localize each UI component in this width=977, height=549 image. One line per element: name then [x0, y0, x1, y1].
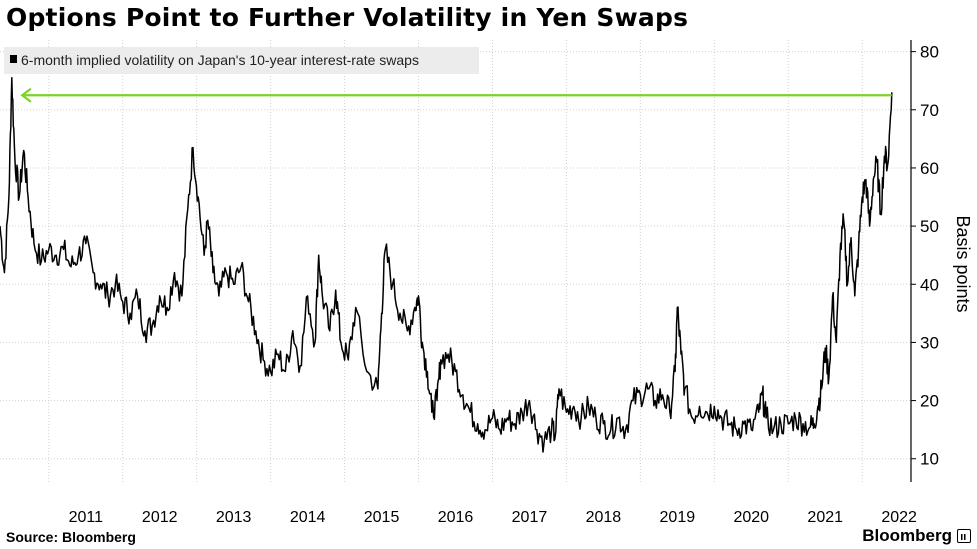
series-line	[0, 77, 893, 453]
y-tick-label: 10	[920, 450, 939, 469]
y-tick-label: 30	[920, 333, 939, 352]
y-axis: 10 20 30 40 50 60 70 80	[910, 40, 939, 482]
y-tick-label: 60	[920, 159, 939, 178]
y-tick-label: 20	[920, 392, 939, 411]
y-tick-label: 80	[920, 43, 939, 62]
terminal-icon	[957, 529, 971, 543]
x-tick-label: 2018	[586, 509, 622, 526]
legend-background	[4, 47, 479, 74]
x-tick-label: 2022	[881, 509, 917, 526]
legend: 6-month implied volatility on Japan's 10…	[4, 47, 479, 74]
x-axis-ticks: 2011 2012 2013 2014 2015 2016 2017 2018 2019 2020…	[69, 509, 917, 526]
legend-swatch	[10, 55, 17, 63]
y-tick-label: 70	[920, 101, 939, 120]
x-tick-label: 2020	[733, 509, 769, 526]
y-axis-label: Basis points	[953, 215, 973, 312]
x-tick-label: 2012	[142, 509, 178, 526]
x-tick-label: 2013	[216, 509, 252, 526]
arrow-head	[20, 88, 32, 103]
grid-lines	[0, 40, 911, 482]
legend-label: 6-month implied volatility on Japan's 10…	[21, 52, 419, 68]
source-note: Source: Bloomberg	[6, 529, 136, 545]
x-tick-label: 2011	[69, 509, 104, 526]
x-tick-label: 2015	[364, 509, 400, 526]
y-tick-label: 50	[920, 217, 939, 236]
brand-label: Bloomberg	[862, 526, 952, 545]
page-title: Options Point to Further Volatility in Y…	[6, 3, 689, 32]
x-tick-label: 2017	[512, 509, 548, 526]
x-tick-label: 2021	[807, 509, 843, 526]
x-tick-label: 2014	[290, 509, 326, 526]
x-tick-label: 2016	[438, 509, 474, 526]
annotation-layer	[20, 88, 892, 103]
x-tick-label: 2019	[660, 509, 696, 526]
series-layer	[0, 77, 893, 453]
y-tick-label: 40	[920, 275, 939, 294]
brand-logo: Bloomberg	[862, 526, 971, 546]
